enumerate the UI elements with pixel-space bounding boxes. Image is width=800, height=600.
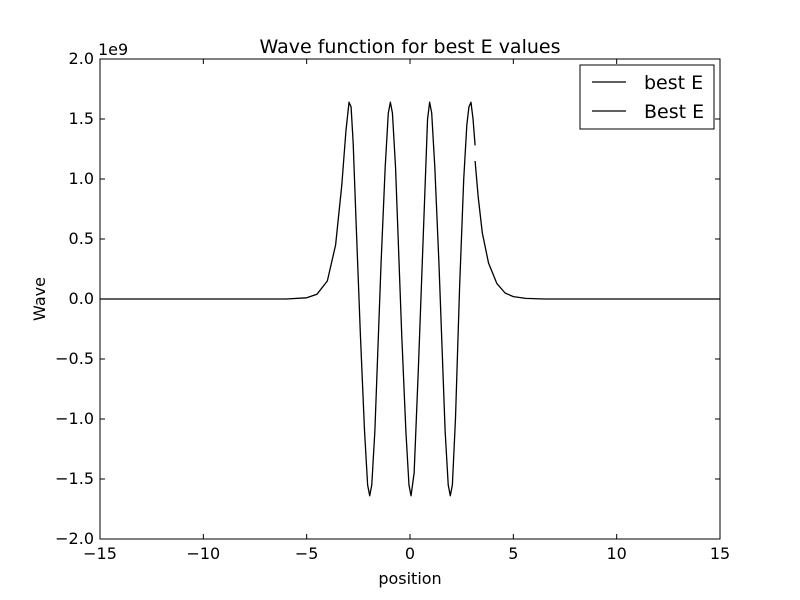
x-axis-label: position — [378, 569, 441, 588]
series-line-2 — [474, 160, 720, 300]
y-tick-label: 2.0 — [69, 49, 94, 68]
x-tick-label: 10 — [606, 544, 626, 563]
plot-frame — [99, 58, 721, 540]
legend: best E Best E — [579, 64, 715, 130]
y-tick-label: 0.5 — [69, 229, 94, 248]
y-tick-label: 0.0 — [69, 289, 94, 308]
y-tick-label: 1.0 — [69, 169, 94, 188]
y-tick-label: 1.5 — [69, 109, 94, 128]
y-axis-label: Wave — [30, 277, 49, 321]
y-tick-label: −1.5 — [55, 469, 94, 488]
legend-entry-label: Best E — [644, 101, 704, 123]
y-tick-label: −2.0 — [55, 529, 94, 548]
x-tick-label: −5 — [295, 544, 319, 563]
legend-box — [579, 64, 715, 130]
series-line-1 — [100, 101, 476, 497]
x-tick-label: 15 — [710, 544, 730, 563]
y-tick-label: −1.0 — [55, 409, 94, 428]
plot-lines — [100, 101, 720, 497]
x-tick-label: 5 — [508, 544, 518, 563]
x-tick-label: −15 — [83, 544, 117, 563]
x-tick-label: −10 — [186, 544, 220, 563]
x-tick-label: 0 — [405, 544, 415, 563]
y-scale-multiplier: 1e9 — [98, 40, 128, 59]
legend-entry-label: best E — [644, 72, 703, 94]
axis-ticks: −15 −10 −5 0 5 10 15 −2.0 −1.5 −1.0 −0.5 0.0 0.5 1.0 1… — [55, 49, 730, 563]
y-tick-label: −0.5 — [55, 349, 94, 368]
chart-title: Wave function for best E values — [260, 36, 561, 58]
